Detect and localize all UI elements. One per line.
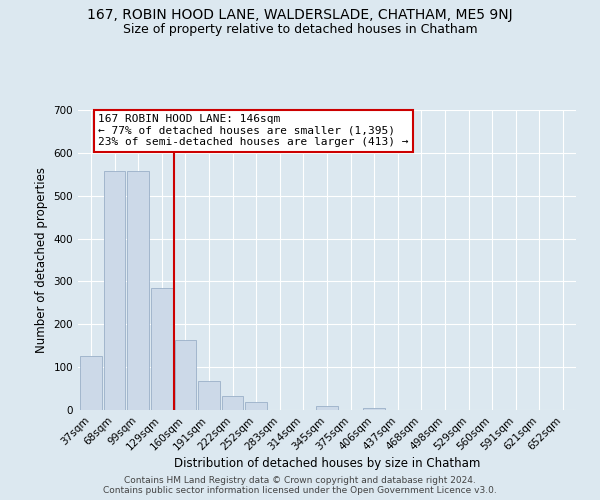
Bar	[104, 172, 125, 410]
Bar	[80, 356, 102, 410]
Text: Contains HM Land Registry data © Crown copyright and database right 2024.: Contains HM Land Registry data © Crown c…	[124, 476, 476, 485]
Text: Size of property relative to detached houses in Chatham: Size of property relative to detached ho…	[122, 22, 478, 36]
Bar	[245, 402, 267, 410]
Bar	[127, 172, 149, 410]
Text: Contains public sector information licensed under the Open Government Licence v3: Contains public sector information licen…	[103, 486, 497, 495]
Bar	[151, 288, 173, 410]
Bar	[198, 381, 220, 410]
Bar	[364, 408, 385, 410]
Bar	[175, 340, 196, 410]
Bar	[222, 396, 244, 410]
Y-axis label: Number of detached properties: Number of detached properties	[35, 167, 48, 353]
Bar	[316, 406, 338, 410]
X-axis label: Distribution of detached houses by size in Chatham: Distribution of detached houses by size …	[174, 458, 480, 470]
Text: 167 ROBIN HOOD LANE: 146sqm
← 77% of detached houses are smaller (1,395)
23% of : 167 ROBIN HOOD LANE: 146sqm ← 77% of det…	[98, 114, 409, 148]
Text: 167, ROBIN HOOD LANE, WALDERSLADE, CHATHAM, ME5 9NJ: 167, ROBIN HOOD LANE, WALDERSLADE, CHATH…	[87, 8, 513, 22]
